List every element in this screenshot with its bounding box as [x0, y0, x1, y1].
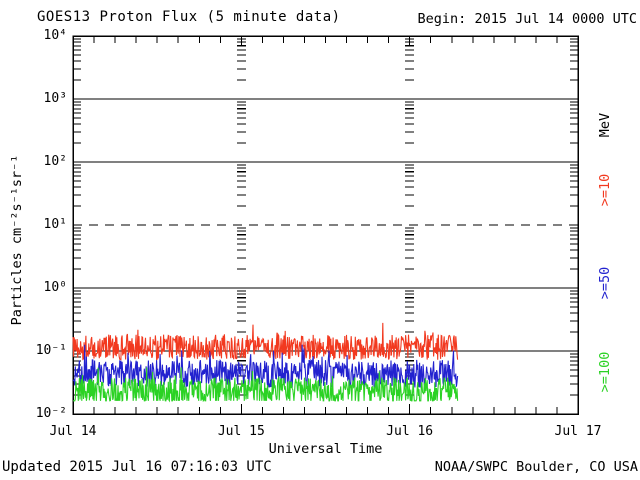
x-tick-label: Jul 15 [217, 424, 265, 439]
plot-border [72, 35, 579, 415]
x-tick-label: Jul 16 [386, 424, 434, 439]
y-tick-label: 10² [43, 154, 67, 169]
flux-series-10mev [72, 322, 459, 361]
x-tick-label: Jul 14 [49, 424, 97, 439]
updated-timestamp: Updated 2015 Jul 16 07:16:03 UTC [2, 459, 272, 475]
source-attribution: NOAA/SWPC Boulder, CO USA [434, 459, 638, 475]
y-tick-label: 10⁻² [35, 406, 67, 421]
begin-time-label: Begin: 2015 Jul 14 0000 UTC [417, 11, 637, 27]
legend-label-10mev: >=10 [597, 173, 613, 207]
flux-series-100mev [73, 367, 459, 403]
legend-label-50mev: >=50 [597, 266, 613, 300]
y-tick-label: 10⁴ [43, 28, 67, 43]
chart-title: GOES13 Proton Flux (5 minute data) [37, 9, 341, 25]
y-axis-title: Particles cm⁻²s⁻¹sr⁻¹ [9, 154, 25, 326]
flux-series-50mev [72, 344, 459, 389]
x-axis-title: Universal Time [268, 441, 383, 457]
y-tick-label: 10³ [43, 91, 67, 106]
y-tick-label: 10⁻¹ [35, 343, 67, 358]
x-tick-label: Jul 17 [554, 424, 602, 439]
y-tick-label: 10¹ [43, 217, 67, 232]
right-axis-unit-label: MeV [597, 112, 613, 138]
legend-label-100mev: >=100 [597, 351, 613, 393]
y-tick-label: 10⁰ [43, 280, 67, 295]
